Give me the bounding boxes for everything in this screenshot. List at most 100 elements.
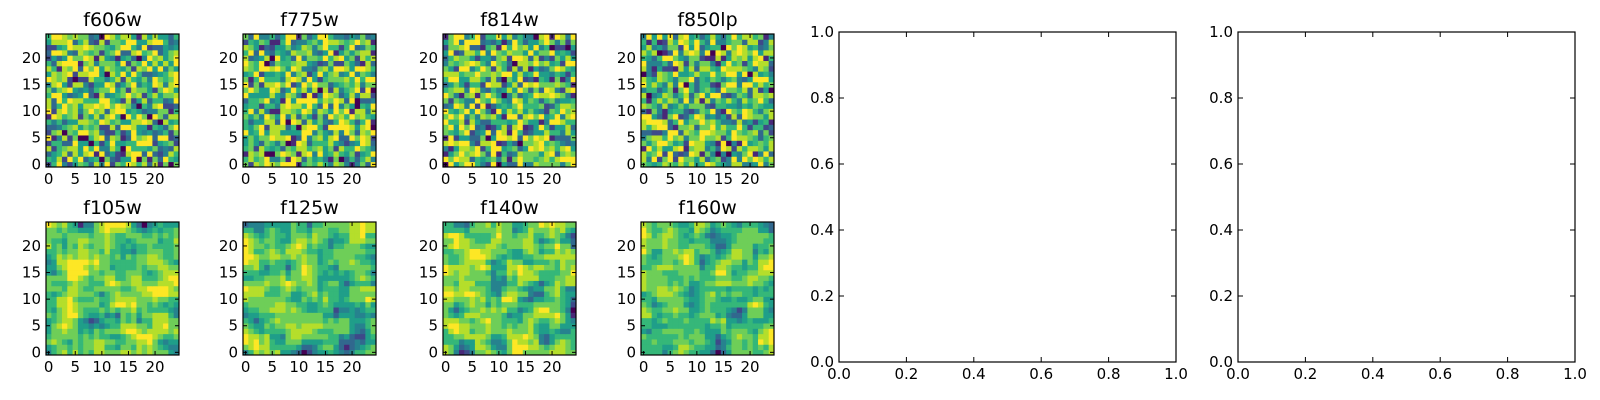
heatmap-cell [560, 145, 566, 152]
heatmap-cell [443, 259, 449, 265]
heatmap-cell [349, 39, 356, 46]
heatmap-cell [61, 323, 68, 329]
heatmap-cell [168, 317, 175, 324]
heatmap-cell [736, 113, 743, 120]
heatmap-cell [448, 301, 455, 308]
heatmap-cell [141, 161, 148, 168]
heatmap-cell [274, 296, 281, 303]
heatmap-cell [157, 103, 164, 109]
heatmap-cell [742, 76, 748, 83]
heatmap-cell [312, 108, 318, 115]
heatmap-cell [290, 39, 297, 46]
heatmap-cell [269, 71, 276, 77]
heatmap-cell [496, 237, 502, 244]
heatmap-cell [147, 119, 153, 125]
heatmap-cell [253, 156, 260, 163]
heatmap-cell [296, 55, 302, 61]
heatmap-cell [646, 349, 653, 356]
heatmap-cell [360, 243, 366, 249]
heatmap-cell [458, 296, 465, 303]
heatmap-cell [157, 39, 164, 46]
y-tick-label: 10 [419, 102, 438, 120]
heatmap-cell [538, 237, 545, 244]
heatmap-cell [157, 280, 164, 287]
y-tick-label: 5 [31, 129, 41, 147]
heatmap-cell [458, 317, 465, 324]
heatmap-cell [641, 65, 647, 72]
heatmap-cell [522, 317, 529, 324]
heatmap-cell [338, 60, 345, 67]
heatmap-cell [646, 124, 653, 131]
heatmap-cell [672, 307, 679, 313]
heatmap-cell [512, 232, 518, 239]
heatmap-cell [688, 113, 695, 120]
heatmap-cell [248, 232, 255, 239]
heatmap-cell [136, 87, 143, 93]
heatmap-cell [354, 328, 361, 335]
heatmap-cell [61, 317, 68, 324]
heatmap-cell [285, 97, 292, 104]
heatmap-cell [651, 151, 658, 157]
heatmap-cell [136, 328, 143, 335]
heatmap-cell [490, 253, 497, 260]
heatmap-cell [285, 71, 292, 77]
heatmap-cell [747, 108, 754, 115]
heatmap-cell [549, 237, 556, 244]
heatmap-cell [338, 328, 345, 335]
heatmap-cell [715, 49, 722, 56]
heatmap-cell [694, 156, 700, 163]
heatmap-cell [704, 92, 711, 99]
heatmap-cell [312, 301, 318, 308]
heatmap-cell [109, 222, 116, 228]
heatmap-cell [99, 333, 105, 340]
heatmap-cell [480, 76, 486, 83]
heatmap-cell [264, 129, 270, 136]
heatmap-cell [453, 119, 460, 125]
heatmap-cell [99, 275, 105, 281]
heatmap-cell [688, 291, 695, 297]
heatmap-cell [496, 60, 502, 67]
heatmap-cell [83, 243, 89, 249]
heatmap-cell [317, 113, 324, 120]
y-tick-label: 5 [626, 129, 636, 147]
heatmap-cell [662, 108, 668, 115]
heatmap-cell [699, 312, 706, 319]
heatmap-cell [264, 264, 270, 271]
heatmap-cell [720, 333, 727, 340]
heatmap-cell [365, 113, 372, 120]
heatmap-cell [248, 253, 255, 260]
heatmap-cell [280, 301, 286, 308]
heatmap-cell [285, 317, 292, 324]
heatmap-cell [322, 39, 329, 46]
heatmap-cell [448, 264, 455, 271]
heatmap-cell [120, 92, 127, 99]
heatmap-cell [496, 81, 502, 88]
heatmap-cell [554, 323, 561, 329]
heatmap-cell [490, 312, 497, 319]
heatmap-cell [662, 65, 668, 72]
heatmap-cell [554, 151, 561, 157]
heatmap-cell [641, 285, 647, 292]
heatmap-cell [549, 145, 556, 152]
heatmap-cell [152, 301, 159, 308]
heatmap-cell [258, 151, 265, 157]
heatmap-cell [322, 55, 329, 61]
heatmap-cell [742, 113, 748, 120]
heatmap-cell [163, 307, 169, 313]
heatmap-cell [501, 275, 508, 281]
heatmap-cell [136, 71, 143, 77]
heatmap-cell [322, 227, 329, 234]
heatmap-cell [131, 280, 137, 287]
heatmap-cell [506, 87, 513, 93]
heatmap-cell [280, 60, 286, 67]
heatmap-cell [538, 253, 545, 260]
heatmap-cell [480, 87, 486, 93]
heatmap-cell [694, 269, 700, 276]
heatmap-cell [662, 124, 668, 131]
heatmap-cell [453, 339, 460, 345]
heatmap-cell [453, 103, 460, 109]
heatmap-cell [312, 49, 318, 56]
heatmap-cell [533, 76, 540, 83]
heatmap-cell [646, 71, 653, 77]
heatmap-cell [496, 97, 502, 104]
